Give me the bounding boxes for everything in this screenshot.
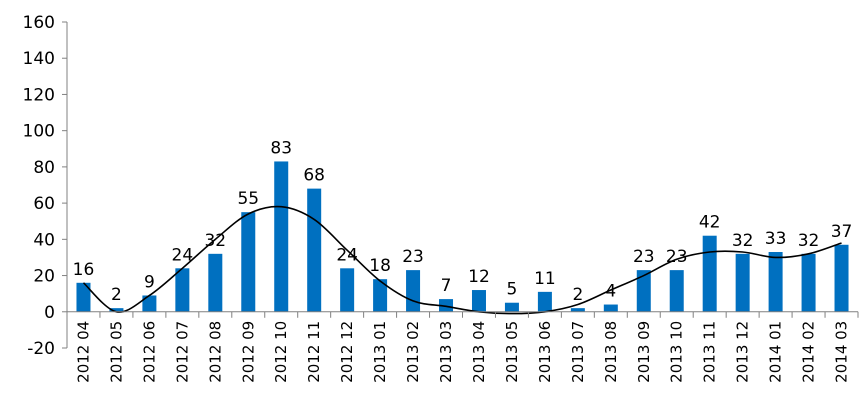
x-tick-label: 2012 08 [206,321,224,383]
data-label: 7 [441,276,452,296]
bar [307,188,322,312]
data-label: 23 [633,247,655,267]
bar [109,308,124,312]
trendline [82,205,842,315]
data-label: 5 [507,280,518,300]
x-tick-label: 2013 05 [503,321,521,383]
y-axis: -20 0 20 40 60 80 100 120 140 160 [23,13,68,359]
bar [801,253,816,312]
x-tick-label: 2013 01 [371,321,389,383]
x-tick-label: 2013 03 [437,321,455,383]
data-label: 12 [468,267,490,287]
data-label: 32 [732,231,754,251]
data-label: 55 [237,189,259,209]
x-tick-label: 2013 02 [404,321,422,383]
x-tick-label: 2013 12 [734,321,752,383]
bar [669,270,684,312]
x-tick-label: 2014 03 [833,321,851,383]
y-tick-label: 60 [33,194,55,214]
data-label: 83 [270,138,292,158]
bar [636,270,651,312]
bar [76,282,91,312]
bar [834,244,849,312]
x-tick-label: 2013 04 [470,321,488,383]
bar [504,302,519,312]
bar [603,304,618,312]
bar [570,308,585,312]
y-tick-label: 20 [33,267,55,287]
x-tick-label: 2012 04 [74,321,92,383]
data-label: 24 [336,245,358,265]
x-tick-label: 2013 10 [668,321,686,383]
y-tick-label: -20 [27,339,55,359]
y-tick-label: 120 [23,85,55,105]
bar [208,253,223,312]
bar [142,295,157,312]
data-label: 16 [73,260,95,280]
x-tick-label: 2014 02 [800,321,818,383]
data-label: 9 [144,272,155,292]
data-label: 37 [831,222,853,242]
bar [175,268,190,312]
data-label: 32 [798,231,820,251]
data-label: 2 [572,285,583,305]
trendline-curve [82,205,842,315]
bar [340,268,355,312]
x-tick-label: 2012 07 [173,321,191,383]
data-label: 11 [534,269,556,289]
y-tick-label: 140 [23,49,55,69]
y-tick-label: 160 [23,13,55,33]
x-tick-label: 2013 06 [536,321,554,383]
bar [406,270,421,312]
data-label: 18 [369,256,391,276]
x-tick-label: 2012 10 [272,321,290,383]
y-tick-label: 80 [33,158,55,178]
bar [373,279,388,312]
x-tick-label: 2014 01 [767,321,785,383]
data-label: 68 [303,166,325,186]
bar [439,299,454,312]
bar-series [76,161,849,312]
bar [537,291,552,312]
data-label: 23 [402,247,424,267]
data-label: 23 [666,247,688,267]
x-tick-label: 2013 08 [602,321,620,383]
bar [735,253,750,312]
x-tick-label: 2012 06 [140,321,158,383]
x-axis: 2012 04 2012 05 2012 06 2012 07 2012 08 2012 … [66,311,859,383]
x-tick-label: 2012 05 [107,321,125,383]
data-label: 24 [172,245,194,265]
x-tick-label: 2012 09 [239,321,257,383]
data-label: 42 [699,213,721,233]
y-tick-label: 100 [23,122,55,142]
x-tick-label: 2013 09 [635,321,653,383]
data-label: 2 [111,285,122,305]
data-label: 4 [605,282,616,302]
y-tick-label: 0 [44,303,55,323]
y-tick-label: 40 [33,230,55,250]
data-label: 32 [204,231,226,251]
bar [274,161,289,312]
bar [702,235,717,312]
x-tick-label: 2013 11 [701,321,719,383]
bar [768,252,783,312]
x-tick-label: 2013 07 [569,321,587,383]
bar [241,212,256,312]
data-label: 33 [765,229,787,249]
bar [471,290,486,312]
x-tick-label: 2012 12 [338,321,356,383]
x-tick-label: 2012 11 [305,321,323,383]
